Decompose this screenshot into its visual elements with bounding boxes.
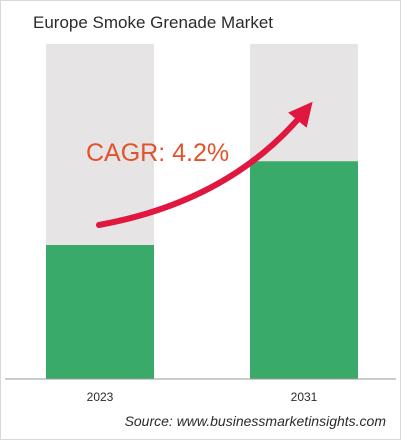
source-note: Source: www.businessmarketinsights.com [124,413,386,429]
bar-2023 [46,245,154,379]
x-tick-label-2031: 2031 [291,390,318,404]
cagr-arrow [96,101,313,228]
chart-title: Europe Smoke Grenade Market [33,13,274,32]
cagr-annotation: CAGR: 4.2% [86,139,229,167]
chart-plot: 2023 2031 CAGR: 4.2% [5,44,396,404]
x-tick-label-2023: 2023 [87,390,114,404]
bar-2031 [250,161,358,379]
